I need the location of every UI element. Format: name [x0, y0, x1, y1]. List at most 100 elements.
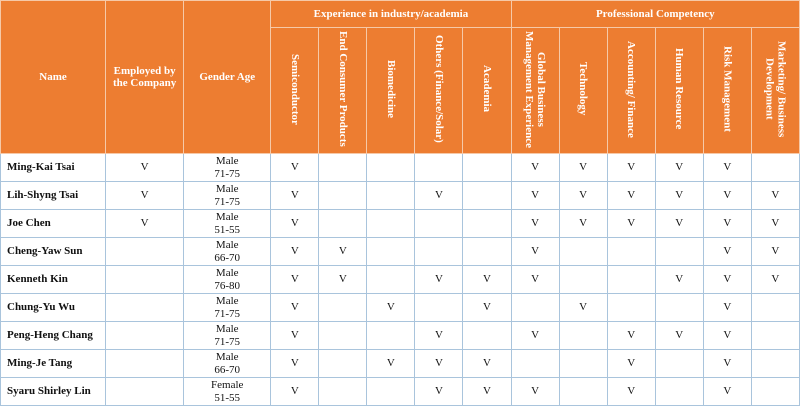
experience-cell: V: [270, 377, 320, 406]
experience-cell: V: [318, 265, 368, 294]
competency-cell: V: [702, 209, 752, 238]
competency-cell: [750, 377, 800, 406]
header-human-resource: Human Resource: [654, 27, 704, 154]
gender-age-cell: Male 71-75: [183, 181, 272, 210]
experience-cell: V: [366, 349, 416, 378]
header-name: Name: [0, 0, 107, 154]
experience-cell: V: [270, 209, 320, 238]
competency-cell: [606, 293, 656, 322]
competency-cell: V: [510, 377, 560, 406]
gender-text: Male: [215, 294, 239, 307]
experience-cell: [366, 377, 416, 406]
competency-cell: V: [702, 377, 752, 406]
header-competency: Professional Competency: [510, 0, 800, 28]
name-cell: Ming-Je Tang: [0, 349, 107, 378]
experience-cell: [318, 153, 368, 182]
header-others-finance-solar: Others (Finance/Solar): [414, 27, 464, 154]
header-experience: Experience in industry/academia: [270, 0, 512, 28]
experience-cell: V: [270, 153, 320, 182]
experience-cell: V: [270, 181, 320, 210]
competency-cell: [558, 265, 608, 294]
header-gender-age: Gender Age: [183, 0, 272, 154]
competency-cell: V: [606, 377, 656, 406]
age-text: 71-75: [214, 335, 241, 348]
header-academia: Academia: [462, 27, 512, 154]
name-cell: Peng-Heng Chang: [0, 321, 107, 350]
name-cell: Lih-Shyng Tsai: [0, 181, 107, 210]
competency-cell: [510, 293, 560, 322]
competency-cell: [750, 293, 800, 322]
competency-cell: V: [654, 321, 704, 350]
gender-age-cell: Male 66-70: [183, 349, 272, 378]
employed-cell: [105, 293, 185, 322]
experience-cell: [366, 321, 416, 350]
competency-cell: V: [750, 237, 800, 266]
competency-cell: [654, 349, 704, 378]
age-text: 51-55: [214, 391, 241, 404]
age-text: 71-75: [214, 195, 241, 208]
competency-cell: [750, 349, 800, 378]
header-label: Others (Finance/Solar): [432, 35, 445, 143]
header-label: Human Resource: [673, 48, 686, 130]
gender-age-cell: Male 71-75: [183, 293, 272, 322]
age-text: 66-70: [214, 251, 241, 264]
age-text: 66-70: [214, 363, 241, 376]
competency-cell: V: [558, 181, 608, 210]
experience-cell: V: [414, 265, 464, 294]
age-text: 71-75: [214, 167, 241, 180]
experience-cell: [462, 153, 512, 182]
age-text: 71-75: [214, 307, 241, 320]
table-row: Cheng-Yaw Sun Male 66-70 V V V V V: [0, 237, 800, 266]
table-row: Kenneth Kin Male 76-80 V V V V V V V V: [0, 265, 800, 294]
competency-cell: V: [510, 237, 560, 266]
experience-cell: V: [270, 293, 320, 322]
competency-cell: V: [558, 293, 608, 322]
header-risk-management: Risk Management: [702, 27, 752, 154]
competency-cell: V: [510, 321, 560, 350]
competency-cell: V: [702, 181, 752, 210]
header-employed: Employed by the Company: [105, 0, 185, 154]
experience-cell: V: [414, 377, 464, 406]
table-row: Ming-Je Tang Male 66-70 V V V V V V: [0, 349, 800, 378]
experience-cell: V: [270, 349, 320, 378]
name-cell: Kenneth Kin: [0, 265, 107, 294]
employed-cell: V: [105, 209, 185, 238]
competency-cell: [606, 265, 656, 294]
competency-cell: V: [750, 265, 800, 294]
employed-cell: [105, 265, 185, 294]
experience-cell: V: [414, 321, 464, 350]
competency-cell: V: [558, 209, 608, 238]
table-row: Ming-Kai Tsai V Male 71-75 V V V V V V: [0, 153, 800, 182]
competency-cell: [558, 377, 608, 406]
experience-cell: V: [270, 265, 320, 294]
gender-text: Male: [215, 182, 239, 195]
name-cell: Cheng-Yaw Sun: [0, 237, 107, 266]
experience-cell: V: [462, 349, 512, 378]
competency-cell: V: [558, 153, 608, 182]
competency-cell: [750, 321, 800, 350]
competency-cell: [558, 349, 608, 378]
employed-cell: V: [105, 181, 185, 210]
competency-cell: V: [750, 181, 800, 210]
gender-age-cell: Male 66-70: [183, 237, 272, 266]
header-label: Accounting/ Finance: [625, 40, 638, 138]
experience-cell: [318, 377, 368, 406]
competency-cell: V: [510, 209, 560, 238]
experience-cell: [318, 349, 368, 378]
gender-age-cell: Female 51-55: [183, 377, 272, 406]
competency-cell: V: [606, 153, 656, 182]
competency-cell: V: [606, 349, 656, 378]
competency-cell: [654, 237, 704, 266]
experience-cell: [366, 181, 416, 210]
experience-cell: V: [462, 377, 512, 406]
gender-text: Female: [211, 378, 244, 391]
header-label: Semiconductor: [288, 53, 301, 125]
header-end-consumer-products: End Consumer Products: [318, 27, 368, 154]
experience-cell: V: [318, 237, 368, 266]
gender-age-cell: Male 51-55: [183, 209, 272, 238]
employed-cell: [105, 237, 185, 266]
experience-cell: [366, 153, 416, 182]
age-text: 76-80: [214, 279, 241, 292]
experience-cell: [414, 209, 464, 238]
